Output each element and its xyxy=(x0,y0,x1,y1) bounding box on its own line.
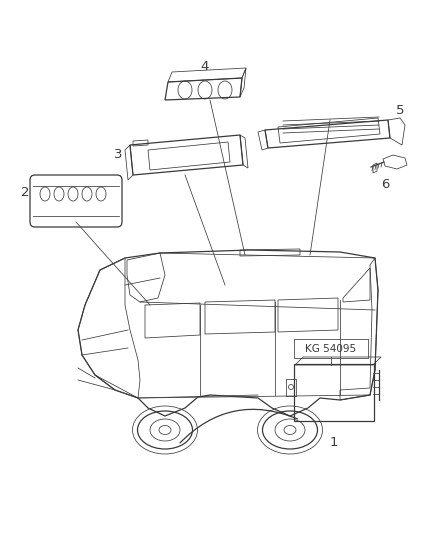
Text: 6: 6 xyxy=(381,179,389,191)
Text: 4: 4 xyxy=(201,61,209,74)
Text: 1: 1 xyxy=(330,435,338,448)
Text: 3: 3 xyxy=(114,149,122,161)
Text: 5: 5 xyxy=(396,103,404,117)
Text: 2: 2 xyxy=(21,185,29,198)
Text: KG 54095: KG 54095 xyxy=(305,343,357,353)
